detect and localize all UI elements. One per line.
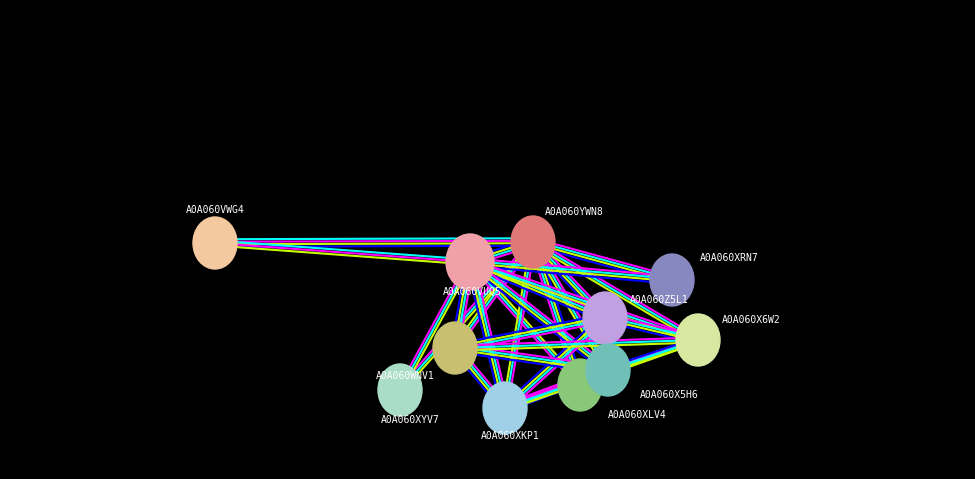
Ellipse shape	[650, 254, 694, 306]
Ellipse shape	[558, 359, 602, 411]
Text: A0A060X5H6: A0A060X5H6	[640, 390, 699, 400]
Ellipse shape	[483, 382, 527, 434]
Text: A0A060WNV1: A0A060WNV1	[376, 371, 435, 381]
Ellipse shape	[583, 292, 627, 344]
Text: A0A060Z5L1: A0A060Z5L1	[630, 295, 688, 305]
Text: A0A060XLV4: A0A060XLV4	[608, 410, 667, 420]
Text: A0A060XKP1: A0A060XKP1	[481, 431, 539, 441]
Text: A0A060X6W2: A0A060X6W2	[722, 315, 781, 325]
Text: A0A060VWG4: A0A060VWG4	[185, 205, 245, 215]
Text: A0A060XYV7: A0A060XYV7	[380, 415, 440, 425]
Text: A0A060VUQ5: A0A060VUQ5	[443, 287, 501, 297]
Ellipse shape	[511, 216, 555, 268]
Text: A0A060XRN7: A0A060XRN7	[700, 253, 759, 263]
Ellipse shape	[586, 344, 630, 396]
Ellipse shape	[433, 322, 477, 374]
Ellipse shape	[676, 314, 720, 366]
Ellipse shape	[446, 234, 494, 290]
Text: A0A060YWN8: A0A060YWN8	[545, 207, 604, 217]
Ellipse shape	[378, 364, 422, 416]
Ellipse shape	[193, 217, 237, 269]
